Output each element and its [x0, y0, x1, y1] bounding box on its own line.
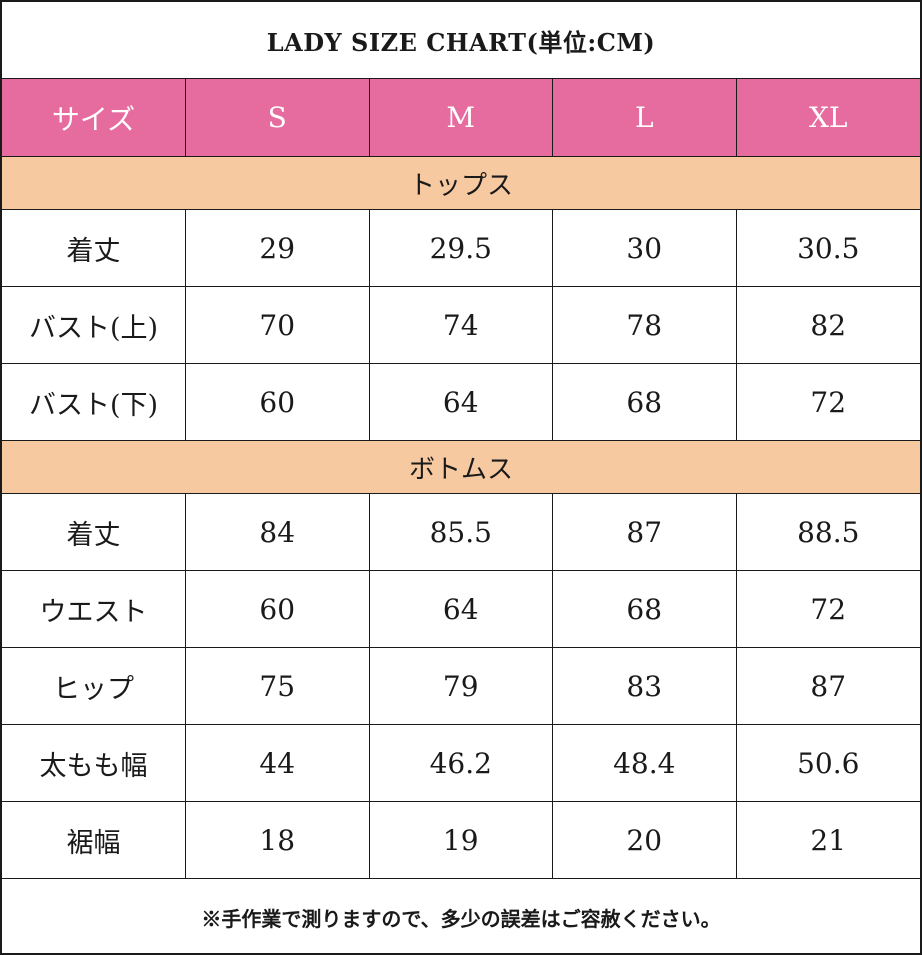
- value-s: 60: [186, 364, 370, 440]
- chart-title: LADY SIZE CHART(単位:CM): [266, 27, 656, 57]
- value-xl: 82: [810, 308, 847, 342]
- row-label: バスト(下): [2, 364, 186, 440]
- value-l: 78: [553, 287, 737, 363]
- value-m: 29.5: [370, 210, 553, 286]
- value-s: 29: [186, 210, 370, 286]
- header-size-s: S: [186, 79, 370, 156]
- section-bottoms: ボトムス: [2, 441, 920, 494]
- row-label: 着丈: [2, 494, 186, 570]
- value-m: 79: [370, 648, 553, 724]
- value-l: 68: [553, 364, 737, 440]
- header-size-label: サイズ: [2, 79, 186, 156]
- value-xl: 72: [810, 592, 847, 626]
- value-l: 87: [553, 494, 737, 570]
- value-xl: 88.5: [797, 515, 860, 549]
- table-row: 着丈 29 29.5 30 30.5: [2, 210, 920, 287]
- value-s: 18: [186, 802, 370, 878]
- table-row: バスト(上) 70 74 78 82: [2, 287, 920, 364]
- table-row: ウエスト 60 64 68 72: [2, 571, 920, 648]
- row-label: バスト(上): [2, 287, 186, 363]
- value-l: 20: [553, 802, 737, 878]
- value-m: 74: [370, 287, 553, 363]
- value-s: 75: [186, 648, 370, 724]
- header-size-l: L: [553, 79, 737, 156]
- value-l: 30: [553, 210, 737, 286]
- row-label: 太もも幅: [2, 725, 186, 801]
- value-xl: 50.6: [797, 746, 860, 780]
- section-title: ボトムス: [408, 454, 513, 485]
- chart-title-row: LADY SIZE CHART(単位:CM): [2, 2, 920, 79]
- table-row: ヒップ 75 79 83 87: [2, 648, 920, 725]
- value-m: 46.2: [370, 725, 553, 801]
- section-title: トップス: [408, 170, 513, 201]
- value-xl: 72: [810, 385, 847, 419]
- footnote: ※手作業で測りますので、多少の誤差はご容赦ください。: [201, 906, 721, 931]
- table-row: バスト(下) 60 64 68 72: [2, 364, 920, 441]
- value-xl: 21: [810, 823, 847, 857]
- value-m: 64: [370, 364, 553, 440]
- table-row: 太もも幅 44 46.2 48.4 50.6: [2, 725, 920, 802]
- size-header-row: サイズ S M L XL: [2, 79, 920, 157]
- value-m: 85.5: [370, 494, 553, 570]
- row-label: 裾幅: [2, 802, 186, 878]
- section-tops: トップス: [2, 157, 920, 210]
- row-label: ヒップ: [2, 648, 186, 724]
- footnote-row: ※手作業で測りますので、多少の誤差はご容赦ください。: [2, 879, 920, 955]
- value-l: 68: [553, 571, 737, 647]
- value-m: 19: [370, 802, 553, 878]
- value-m: 64: [370, 571, 553, 647]
- value-xl: 30.5: [797, 231, 860, 265]
- value-s: 60: [186, 571, 370, 647]
- value-l: 48.4: [553, 725, 737, 801]
- header-size-m: M: [370, 79, 553, 156]
- table-row: 裾幅 18 19 20 21: [2, 802, 920, 879]
- value-s: 44: [186, 725, 370, 801]
- value-s: 70: [186, 287, 370, 363]
- table-row: 着丈 84 85.5 87 88.5: [2, 494, 920, 571]
- value-s: 84: [186, 494, 370, 570]
- header-size-xl: XL: [808, 101, 848, 134]
- row-label: 着丈: [2, 210, 186, 286]
- row-label: ウエスト: [2, 571, 186, 647]
- value-xl: 87: [810, 669, 847, 703]
- value-l: 83: [553, 648, 737, 724]
